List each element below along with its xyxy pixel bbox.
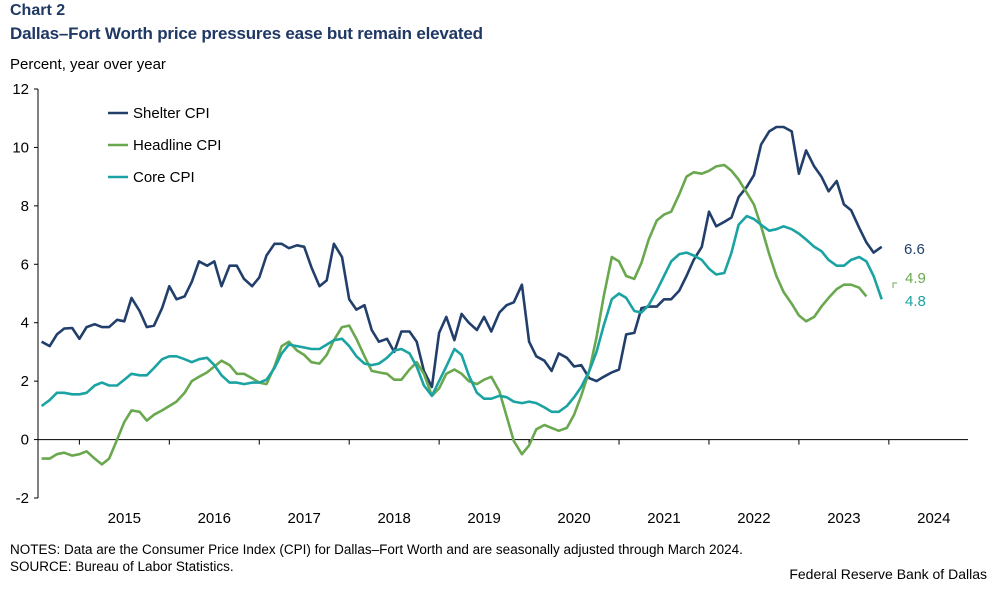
chart-number: Chart 2	[10, 2, 66, 19]
x-tick-label: 2023	[827, 510, 860, 527]
end-value-label: 4.8	[905, 293, 926, 310]
x-tick-label: 2016	[198, 510, 231, 527]
x-tick-label: 2015	[108, 510, 141, 527]
x-tick-label: 2024	[917, 510, 950, 527]
legend-label: Shelter CPI	[133, 105, 210, 122]
chart-title: Dallas–Fort Worth price pressures ease b…	[10, 24, 483, 43]
y-tick-label: 4	[21, 315, 29, 332]
x-tick-label: 2018	[377, 510, 410, 527]
series-line-shelter-cpi	[40, 125, 883, 389]
credit-text: Federal Reserve Bank of Dallas	[789, 566, 987, 582]
y-tick-label: 6	[21, 256, 29, 273]
legend-label: Core CPI	[133, 169, 195, 186]
x-tick-label: 2017	[288, 510, 321, 527]
notes-text: NOTES: Data are the Consumer Price Index…	[10, 542, 743, 557]
end-value-label: 4.9	[905, 270, 926, 287]
chart-notes: NOTES: Data are the Consumer Price Index…	[10, 541, 743, 575]
end-labels: 6.6 4.9 4.8	[892, 241, 926, 310]
series-line-headline-cpi	[41, 163, 868, 466]
chart-axes: -2 0 2 4 6 8 10 12 2015 2016 2017 2018 2019 2020 2021 2…	[12, 81, 968, 527]
x-tick-label: 2020	[557, 510, 590, 527]
x-tick-label: 2019	[467, 510, 500, 527]
chart-legend: Shelter CPI Headline CPI Core CPI	[108, 105, 221, 186]
series-layer	[40, 125, 883, 466]
y-tick-label: 8	[21, 198, 29, 215]
y-tick-label: 10	[12, 139, 29, 156]
end-value-label: 6.6	[904, 241, 925, 258]
y-tick-label: 0	[21, 432, 29, 449]
y-axis-unit-label: Percent, year over year	[10, 56, 166, 73]
x-tick-label: 2022	[737, 510, 770, 527]
y-tick-label: 12	[12, 81, 29, 98]
y-tick-label: -2	[16, 490, 29, 507]
label-leader-line	[892, 282, 897, 288]
source-text: SOURCE: Bureau of Labor Statistics.	[10, 559, 234, 574]
y-tick-label: 2	[21, 373, 29, 390]
series-line-core-cpi	[40, 214, 883, 414]
x-tick-label: 2021	[647, 510, 680, 527]
legend-label: Headline CPI	[133, 137, 221, 154]
